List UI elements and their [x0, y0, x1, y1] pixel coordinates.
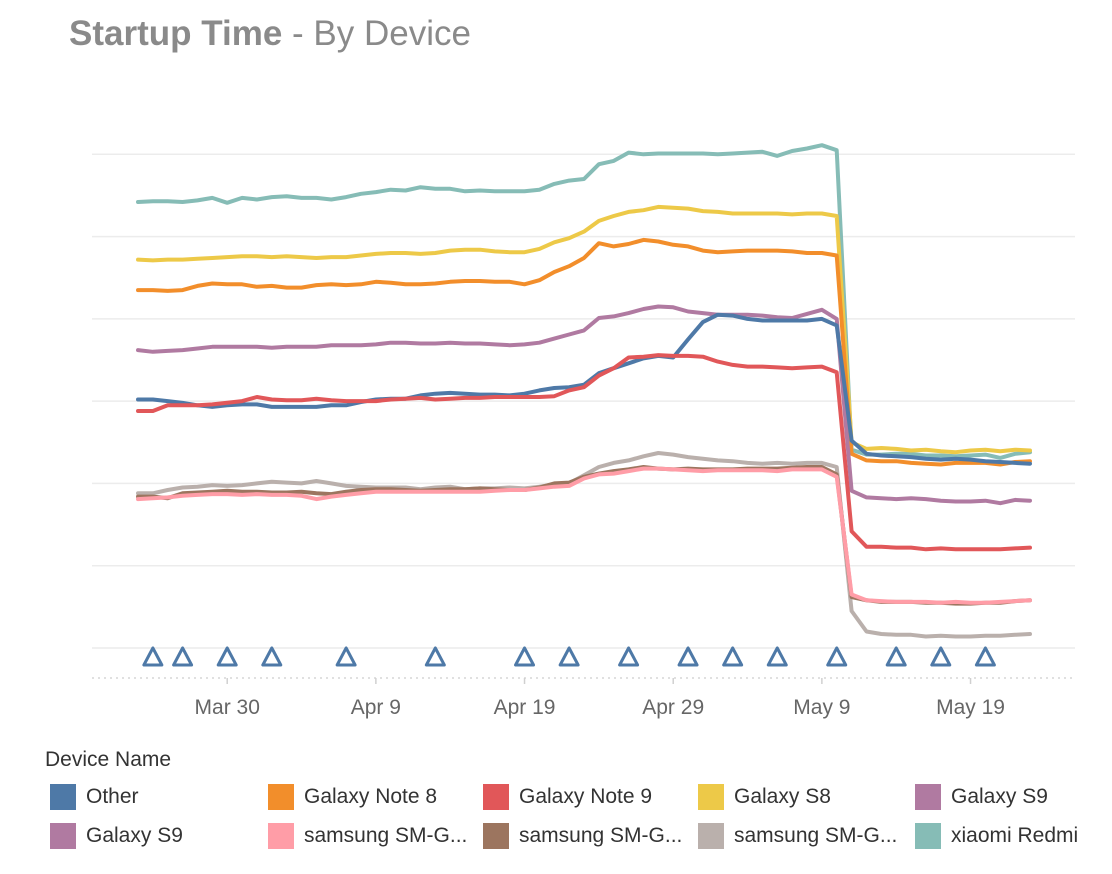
legend-item[interactable]: Galaxy S8 — [698, 782, 831, 812]
triangle-marker[interactable] — [930, 646, 952, 667]
x-axis: Mar 30 Apr 9 Apr 19 Apr 29 May 9 May 19 — [92, 677, 1075, 719]
series-line-samsung-sm-g[interactable] — [136, 466, 1032, 605]
series-line-galaxy-note-8[interactable] — [136, 237, 1032, 467]
legend-item[interactable]: samsung SM-G... — [698, 821, 897, 851]
legend-swatch — [50, 784, 76, 810]
legend-swatch — [483, 823, 509, 849]
legend-item[interactable]: samsung SM-G... — [268, 821, 467, 851]
series-lines — [136, 143, 1032, 639]
legend-item[interactable]: Galaxy Note 9 — [483, 782, 652, 812]
chart-title-rest: - By Device — [282, 14, 471, 53]
annotation-markers — [142, 646, 996, 667]
triangle-marker[interactable] — [677, 646, 699, 667]
legend-swatch — [915, 784, 941, 810]
series-line-galaxy-s9[interactable] — [136, 304, 1032, 506]
legend-swatch — [698, 823, 724, 849]
legend-title: Device Name — [45, 748, 172, 771]
legend-label: xiaomi Redmi — [951, 824, 1079, 847]
triangle-marker[interactable] — [172, 646, 194, 667]
legend-item[interactable]: samsung SM-G... — [483, 821, 682, 851]
triangle-marker[interactable] — [514, 646, 536, 667]
line-chart: Mar 30 Apr 9 Apr 19 Apr 29 May 9 May 19 — [92, 143, 1075, 719]
x-tick-label: May 9 — [793, 696, 850, 719]
triangle-marker[interactable] — [766, 646, 788, 667]
legend-label: Galaxy S9 — [86, 824, 183, 847]
triangle-marker[interactable] — [885, 646, 907, 667]
series-line-galaxy-s8[interactable] — [136, 204, 1032, 455]
legend-item[interactable]: Galaxy S9 — [915, 782, 1048, 812]
gridlines — [92, 153, 1075, 649]
triangle-marker[interactable] — [216, 646, 238, 667]
x-tick-label: Mar 30 — [195, 696, 260, 719]
legend-swatch — [50, 823, 76, 849]
legend-label: Galaxy S8 — [734, 785, 831, 808]
legend-swatch — [483, 784, 509, 810]
x-tick-label: Apr 29 — [642, 696, 704, 719]
triangle-marker[interactable] — [618, 646, 640, 667]
legend-item[interactable]: Galaxy S9 — [50, 821, 183, 851]
chart-title-bold: Startup Time — [69, 14, 283, 53]
triangle-marker[interactable] — [261, 646, 283, 667]
chart-title: Startup Time - By Device — [69, 14, 471, 54]
x-tick-label: May 19 — [936, 696, 1005, 719]
x-tick-label: Apr 19 — [494, 696, 556, 719]
triangle-marker[interactable] — [424, 646, 446, 667]
series-line-samsung-sm-g[interactable] — [136, 465, 1032, 606]
legend-item[interactable]: Galaxy Note 8 — [268, 782, 437, 812]
triangle-marker[interactable] — [558, 646, 580, 667]
legend-label: Galaxy S9 — [951, 785, 1048, 808]
triangle-marker[interactable] — [974, 646, 996, 667]
legend-label: Galaxy Note 8 — [304, 785, 438, 808]
series-line-galaxy-note-9[interactable] — [136, 353, 1032, 552]
triangle-marker[interactable] — [722, 646, 744, 667]
legend-label: Galaxy Note 9 — [519, 785, 653, 808]
series-line-xiaomi-redmi[interactable] — [136, 143, 1032, 460]
legend-label: samsung SM-G... — [734, 824, 898, 847]
triangle-marker[interactable] — [335, 646, 357, 667]
triangle-marker[interactable] — [142, 646, 164, 667]
legend-label: samsung SM-G... — [519, 824, 683, 847]
x-tick-label: Apr 9 — [351, 696, 401, 719]
legend-swatch — [268, 784, 294, 810]
legend-item[interactable]: Other — [50, 782, 139, 812]
legend-label: Other — [86, 785, 139, 808]
triangle-marker[interactable] — [826, 646, 848, 667]
legend-swatch — [915, 823, 941, 849]
legend-swatch — [698, 784, 724, 810]
legend-label: samsung SM-G... — [304, 824, 468, 847]
legend-item[interactable]: xiaomi Redmi — [915, 821, 1078, 851]
legend-swatch — [268, 823, 294, 849]
